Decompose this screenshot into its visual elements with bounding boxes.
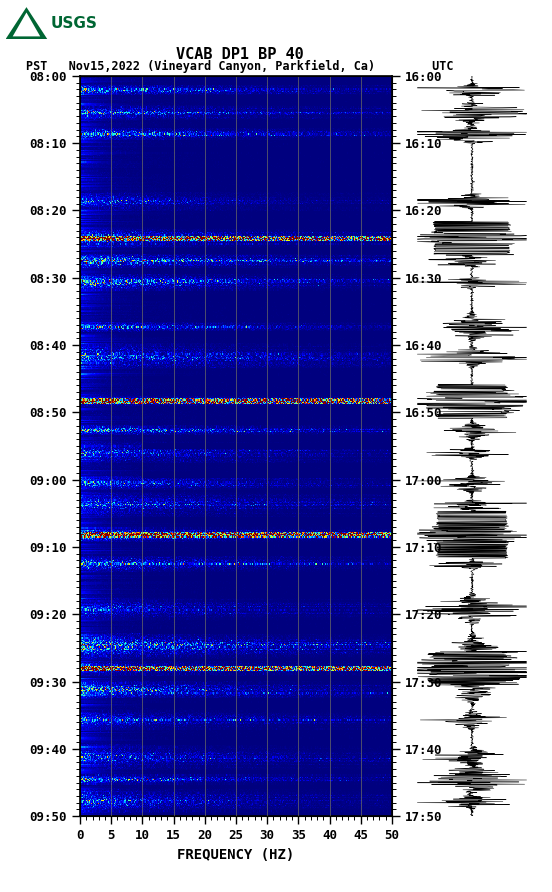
Polygon shape — [6, 7, 47, 39]
Text: USGS: USGS — [50, 16, 97, 30]
Text: VCAB DP1 BP 40: VCAB DP1 BP 40 — [176, 47, 304, 62]
Text: PST   Nov15,2022 (Vineyard Canyon, Parkfield, Ca)        UTC: PST Nov15,2022 (Vineyard Canyon, Parkfie… — [26, 60, 454, 73]
X-axis label: FREQUENCY (HZ): FREQUENCY (HZ) — [177, 848, 295, 862]
Polygon shape — [13, 12, 40, 37]
